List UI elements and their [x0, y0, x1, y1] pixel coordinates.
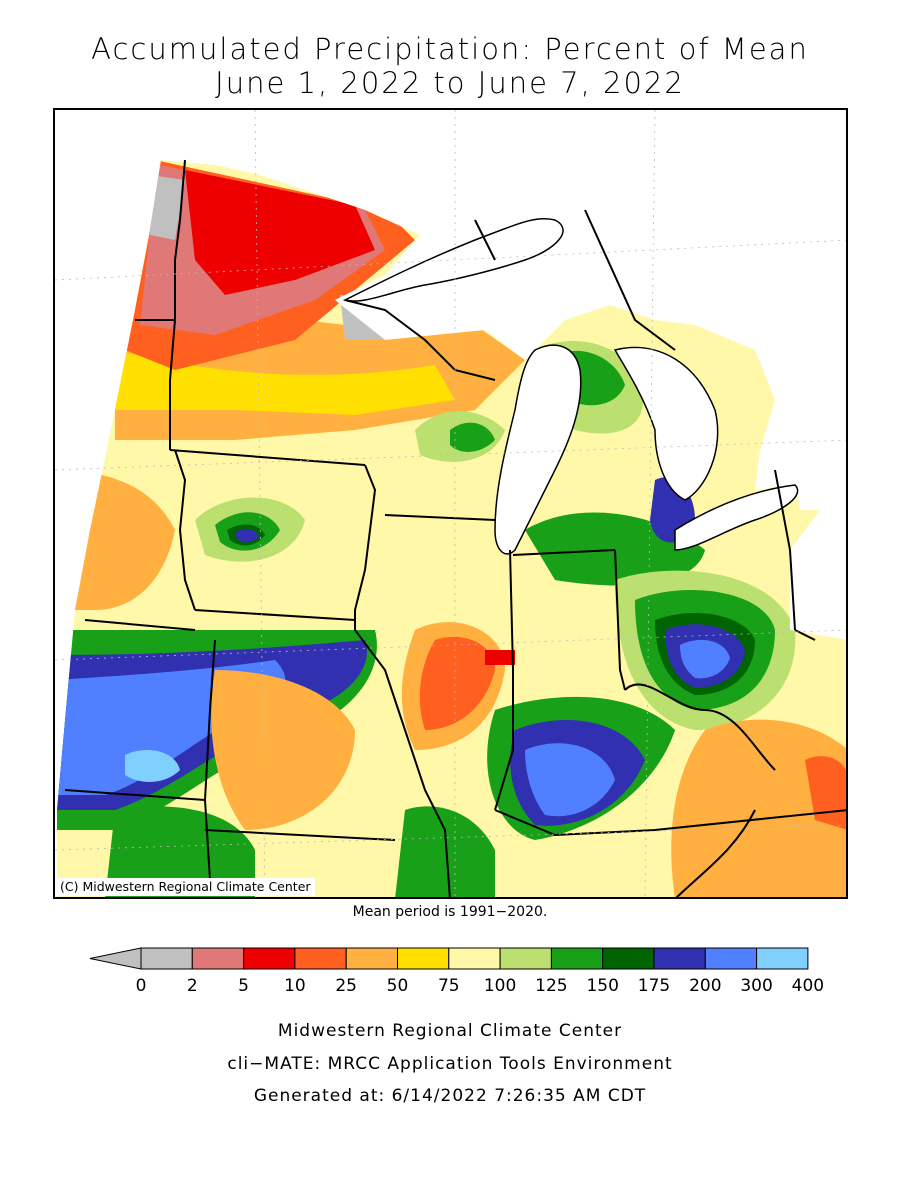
map-title: Accumulated Precipitation: Percent of Me…: [91, 32, 809, 66]
legend-tick-label: 25: [335, 976, 357, 996]
legend-swatch: [499, 947, 552, 970]
legend-tick-label: 300: [740, 976, 773, 996]
legend-under-arrow: [89, 947, 142, 970]
legend-tick-label: 0: [135, 976, 147, 996]
legend-tick-label: 175: [637, 976, 671, 996]
legend-tick-label: 50: [386, 976, 409, 996]
legend-swatch: [397, 947, 450, 970]
legend-swatch: [294, 947, 347, 970]
legend-swatch: [756, 947, 809, 970]
legend-tick-label: 75: [437, 976, 460, 996]
legend-tick-label: 2: [186, 976, 198, 996]
legend-tick-label: 100: [483, 976, 517, 996]
legend-swatch: [653, 947, 706, 970]
legend-swatch: [140, 947, 193, 970]
mean-period-note: Mean period is 1991−2020.: [352, 904, 548, 920]
footer-generated-time: Generated at: 6/14/2022 7:26:35 AM CDT: [253, 1086, 647, 1106]
map-graphic: [55, 110, 846, 897]
precipitation-map: (C) Midwestern Regional Climate Center: [53, 108, 848, 899]
legend-swatch: [345, 947, 399, 970]
legend-swatch: [704, 947, 758, 970]
footer-organization: Midwestern Regional Climate Center: [277, 1021, 623, 1041]
legend-swatch: [550, 947, 604, 970]
legend-tick-label: 125: [535, 976, 568, 996]
map-copyright: (C) Midwestern Regional Climate Center: [56, 878, 315, 896]
state-boundaries: [64, 159, 846, 897]
legend-color-bar: [89, 947, 809, 970]
map-date-range: June 1, 2022 to June 7, 2022: [215, 66, 685, 100]
legend-tick-label: 10: [284, 976, 306, 996]
legend-swatch: [243, 947, 296, 970]
legend-tick-label: 200: [689, 976, 722, 996]
legend-swatch: [448, 947, 501, 970]
color-legend: [0, 945, 900, 1005]
legend-swatch: [191, 947, 245, 970]
legend-tick-label: 400: [791, 976, 825, 996]
footer-tool-name: cli−MATE: MRCC Application Tools Environ…: [227, 1054, 673, 1074]
legend-tick-label: 5: [238, 976, 249, 996]
legend-swatch: [602, 947, 655, 970]
legend-tick-label: 150: [586, 976, 619, 996]
